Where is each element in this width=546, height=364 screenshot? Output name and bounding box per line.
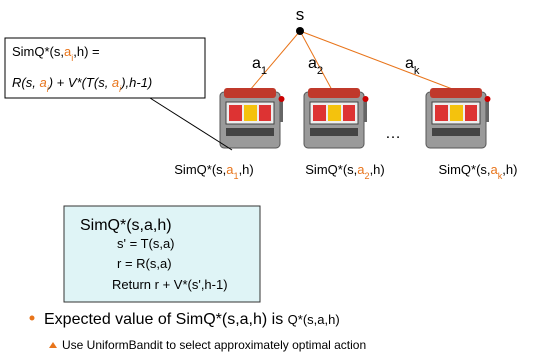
procedure-title: SimQ*(s,a,h) (80, 217, 172, 234)
procedure-line: Return r + V*(s',h-1) (112, 277, 228, 292)
text-segment: SimQ*(s, (174, 162, 226, 177)
text-segment: a (252, 55, 261, 72)
procedure-line: r = R(s,a) (117, 256, 172, 271)
text-segment: ),h-1) (119, 75, 152, 90)
text-segment: 2 (317, 65, 323, 77)
ellipsis: … (385, 125, 401, 142)
action-label: a2 (308, 55, 323, 77)
text-segment: R(s, (12, 75, 39, 90)
edge (300, 31, 455, 90)
slide: s … SimQ*(s,a,h) s' = T(s,a) r = R(s,a) … (0, 0, 546, 364)
root-label: s (296, 5, 305, 24)
sub-bullet-mark (49, 342, 57, 348)
bullet: Expected value of SimQ*(s,a,h) is Q*(s,a… (44, 311, 340, 328)
text-segment: a (39, 75, 46, 90)
text-segment: a (405, 55, 414, 72)
text-segment: 1 (261, 65, 267, 77)
slot-machine (220, 88, 285, 148)
action-label: a1 (252, 55, 267, 77)
bullet-dot (30, 316, 35, 321)
text-segment: ,h) = (73, 44, 99, 59)
text-segment: SimQ*(s, (439, 162, 491, 177)
text-segment: ,h) (370, 162, 385, 177)
bullet-note: Q*(s,a,h) (288, 312, 340, 327)
text-segment: a (308, 55, 317, 72)
text-segment: k (414, 65, 420, 77)
text-segment: a (112, 75, 119, 90)
text-segment: ,h) (239, 162, 254, 177)
slot-machine (304, 88, 369, 148)
leaf-label: SimQ*(s,a2,h) (305, 162, 384, 181)
leaf-label: SimQ*(s,a1,h) (174, 162, 253, 181)
text-segment: ) + V*(T(s, (47, 75, 112, 90)
text-segment: SimQ*(s, (305, 162, 357, 177)
text-segment: SimQ*(s, (12, 44, 64, 59)
leaf-label: SimQ*(s,ak,h) (439, 162, 518, 181)
bullet-text: Expected value of SimQ*(s,a,h) is (44, 311, 283, 328)
slot-machine (426, 88, 491, 148)
text-segment: ,h) (502, 162, 517, 177)
sub-bullet: Use UniformBandit to select approximatel… (62, 338, 366, 352)
procedure-line: s' = T(s,a) (117, 236, 175, 251)
root-node (296, 27, 304, 35)
